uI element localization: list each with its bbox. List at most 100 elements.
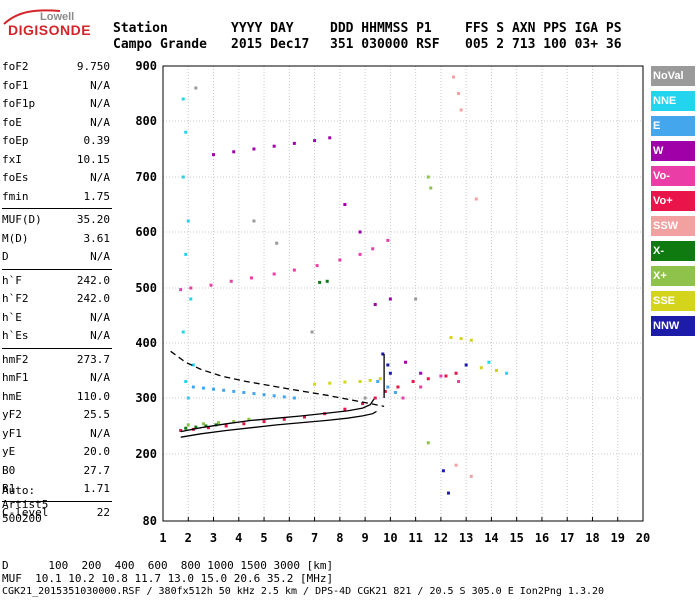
x-tick-label: 11 — [408, 531, 422, 545]
data-point — [262, 393, 266, 397]
data-point — [272, 394, 276, 398]
data-point — [204, 424, 208, 428]
data-point — [419, 371, 423, 375]
profile-curve — [180, 398, 375, 433]
header-date-value: 2015 Dec17 — [231, 37, 310, 52]
data-point — [242, 391, 246, 394]
param-row: C-level 22 — [2, 504, 110, 523]
param-row: hmE 110.0 — [2, 388, 110, 407]
param-key: foEp — [2, 134, 29, 147]
logo-brand: Lowell — [40, 11, 75, 23]
param-value: 27.7 — [83, 463, 111, 477]
param-key: yE — [2, 445, 16, 458]
data-point — [325, 279, 329, 283]
param-key: hmF1 — [2, 371, 29, 384]
data-point — [282, 417, 286, 421]
y-tick-label: 600 — [135, 225, 157, 239]
param-value: 22 — [96, 505, 110, 519]
header-time-label: DDD HHMMSS P1 — [330, 21, 432, 36]
data-point — [439, 374, 443, 378]
param-key: fxI — [2, 152, 22, 166]
data-point — [181, 330, 185, 334]
param-value: N/A — [90, 97, 110, 110]
data-point — [386, 363, 390, 367]
param-key: C-level — [2, 505, 49, 519]
x-tick-label: 10 — [383, 531, 397, 545]
param-row: hmF1 N/A — [2, 369, 110, 388]
param-row: foEp 0.39 — [2, 132, 110, 151]
param-row: foEs N/A — [2, 169, 110, 188]
data-point — [191, 385, 195, 389]
data-point — [454, 463, 458, 467]
param-value: N/A — [90, 171, 110, 184]
data-point — [383, 389, 387, 393]
data-point — [454, 371, 458, 375]
legend-item: X+ — [651, 266, 695, 286]
header-station-value: Campo Grande — [113, 37, 207, 52]
data-point — [373, 303, 377, 306]
data-point — [206, 426, 210, 430]
param-key: foE — [2, 115, 22, 129]
distance-row: D 100 200 400 600 800 1000 1500 3000 [km… — [2, 559, 334, 572]
param-row: yE 20.0 — [2, 443, 110, 462]
legend-item: NNW — [651, 316, 695, 336]
legend-item: Vo- — [651, 166, 695, 186]
data-point — [184, 426, 188, 430]
data-point — [262, 420, 266, 424]
param-separator — [2, 268, 112, 270]
param-key: M(D) — [2, 231, 29, 245]
param-row: h`F 242.0 — [2, 272, 110, 291]
file-info: CGK21_2015351030000.RSF / 380fx512h 50 k… — [2, 586, 605, 597]
param-row: D N/A — [2, 248, 110, 267]
param-row: fxI 10.15 — [2, 151, 110, 170]
param-row: h`F2 242.0 — [2, 290, 110, 309]
data-point — [371, 247, 375, 251]
param-separator — [2, 500, 112, 502]
data-point — [282, 395, 286, 399]
param-row: yF1 N/A — [2, 425, 110, 444]
data-point — [426, 377, 430, 381]
data-point — [194, 425, 198, 429]
data-point — [446, 491, 450, 495]
param-value: 35.20 — [76, 213, 110, 226]
data-point — [179, 428, 183, 432]
param-value: 0.39 — [83, 134, 111, 147]
x-tick-label: 19 — [611, 531, 625, 545]
data-point — [343, 407, 347, 411]
data-point — [459, 108, 463, 112]
data-point — [358, 252, 362, 256]
data-point — [186, 423, 190, 427]
data-point — [181, 175, 185, 179]
param-key: hmF2 — [2, 352, 29, 366]
data-point — [252, 392, 256, 396]
param-value: 1.75 — [83, 189, 111, 203]
data-point — [404, 360, 408, 364]
header-config-value: 005 2 713 100 03+ 36 — [465, 37, 622, 52]
param-key: fmin — [2, 189, 29, 203]
x-tick-label: 12 — [434, 531, 448, 545]
legend-item: W — [651, 141, 695, 161]
y-tick-label: 900 — [135, 59, 157, 73]
param-value: N/A — [90, 250, 110, 263]
data-point — [452, 75, 456, 79]
y-tick-label: 500 — [135, 281, 157, 295]
data-point — [191, 363, 195, 367]
data-point — [242, 422, 246, 426]
data-point — [363, 396, 367, 400]
param-row: B1 1.71 — [2, 480, 110, 499]
x-tick-label: 8 — [336, 531, 343, 545]
param-separator — [2, 208, 112, 209]
param-value: N/A — [90, 78, 110, 92]
data-point — [252, 219, 256, 223]
data-point — [249, 276, 253, 280]
data-point — [426, 441, 430, 445]
data-point — [272, 144, 276, 148]
data-point — [361, 402, 365, 406]
param-value: 10.15 — [76, 152, 110, 166]
autoscaler-version: 500200 — [2, 512, 42, 525]
param-row: foF1p N/A — [2, 95, 110, 114]
legend-item: SSE — [651, 291, 695, 311]
data-point — [186, 396, 190, 400]
data-point — [459, 337, 463, 341]
